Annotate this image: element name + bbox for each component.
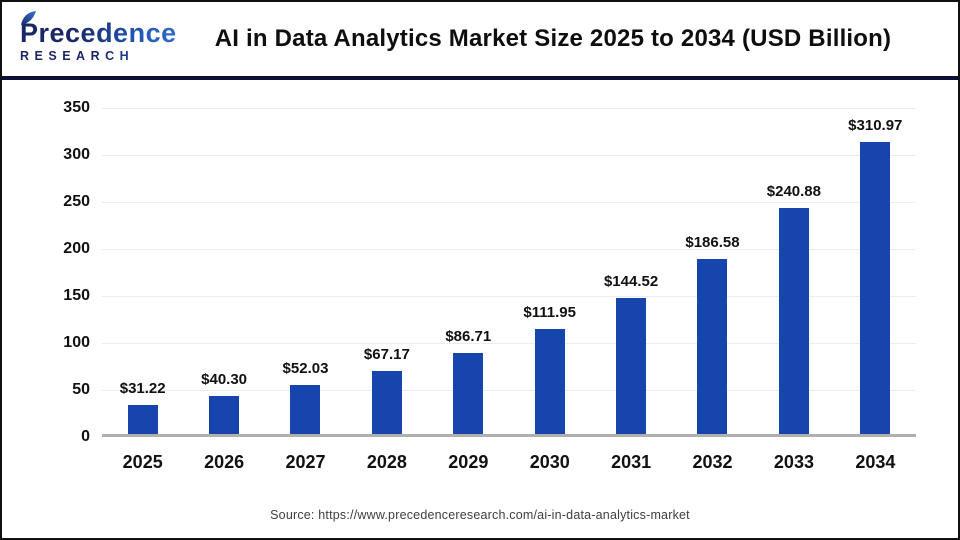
- bar-2031: [616, 298, 647, 434]
- bar-2025: [127, 404, 158, 434]
- bar-slot-2031: $144.52: [590, 108, 671, 434]
- y-tick-label-0: 0: [81, 428, 90, 445]
- bar-slot-2034: $310.97: [835, 108, 916, 434]
- bar-2030: [534, 328, 565, 434]
- x-tick-label-2032: 2032: [692, 452, 733, 472]
- precedence-research-logo: Precedence RESEARCH: [20, 10, 200, 63]
- gridline-350: [102, 108, 916, 109]
- y-tick-label-50: 50: [72, 381, 90, 398]
- x-tick-label-2034: 2034: [855, 452, 896, 472]
- value-label-2028: $67.17: [363, 345, 410, 363]
- chart-title: AI in Data Analytics Market Size 2025 to…: [214, 25, 892, 52]
- bar-2029: [453, 352, 484, 434]
- value-label-2025: $31.22: [119, 379, 166, 397]
- gridline-300: [102, 155, 916, 156]
- source-citation: Source: https://www.precedenceresearch.c…: [270, 508, 690, 522]
- y-tick-label-200: 200: [63, 240, 90, 257]
- y-tick-label-250: 250: [63, 193, 90, 210]
- logo-subtitle: RESEARCH: [20, 50, 200, 63]
- x-tick-label-2031: 2031: [611, 452, 652, 472]
- bar-slot-2026: $40.30: [183, 108, 264, 434]
- y-tick-label-100: 100: [63, 334, 90, 351]
- y-tick-label-150: 150: [63, 287, 90, 304]
- bar-slot-2030: $111.95: [509, 108, 590, 434]
- x-axis: 2025 2026 2027 2028 2029 2030 2031 2032 2033 2034: [102, 452, 916, 473]
- value-label-2032: $186.58: [685, 233, 740, 251]
- bar-slot-2029: $86.71: [428, 108, 509, 434]
- bar-slot-2033: $240.88: [753, 108, 834, 434]
- x-tick-label-2027: 2027: [285, 452, 326, 472]
- y-tick-label-300: 300: [63, 146, 90, 163]
- bar-2034: [860, 141, 891, 434]
- plot-area: $31.22 $40.30 $52.03 $67.17 $86.71 $111.95 $14…: [102, 108, 916, 437]
- value-label-2027: $52.03: [282, 360, 329, 378]
- gridline-50: [102, 390, 916, 391]
- value-label-2034: $310.97: [848, 116, 903, 134]
- bar-2028: [371, 370, 402, 434]
- bar-2033: [778, 207, 809, 434]
- bar-2026: [209, 396, 240, 434]
- x-tick-label-2033: 2033: [773, 452, 814, 472]
- bar-2032: [697, 258, 728, 434]
- gridline-250: [102, 202, 916, 203]
- value-label-2029: $86.71: [445, 327, 492, 345]
- bar-slot-2025: $31.22: [102, 108, 183, 434]
- gridline-200: [102, 249, 916, 250]
- value-label-2031: $144.52: [603, 273, 659, 291]
- gridline-100: [102, 343, 916, 344]
- x-tick-label-2028: 2028: [366, 452, 407, 472]
- leaf-icon: [21, 10, 36, 29]
- y-tick-label-350: 350: [63, 99, 90, 116]
- logo-wordmark: Precedence: [20, 19, 200, 47]
- bar-2027: [290, 385, 321, 434]
- value-label-2030: $111.95: [523, 303, 576, 321]
- x-tick-label-2030: 2030: [529, 452, 570, 472]
- x-tick-label-2029: 2029: [448, 452, 489, 472]
- bar-slot-2027: $52.03: [265, 108, 346, 434]
- gridline-150: [102, 296, 916, 297]
- value-label-2033: $240.88: [766, 182, 821, 200]
- bar-slot-2028: $67.17: [346, 108, 427, 434]
- value-label-2026: $40.30: [201, 371, 248, 389]
- x-tick-label-2025: 2025: [122, 452, 163, 472]
- x-tick-label-2026: 2026: [204, 452, 245, 472]
- header: Precedence RESEARCH AI in Data Analytics…: [2, 2, 958, 80]
- chart-area: $31.22 $40.30 $52.03 $67.17 $86.71 $111.95 $14…: [2, 80, 958, 532]
- bar-slot-2032: $186.58: [672, 108, 753, 434]
